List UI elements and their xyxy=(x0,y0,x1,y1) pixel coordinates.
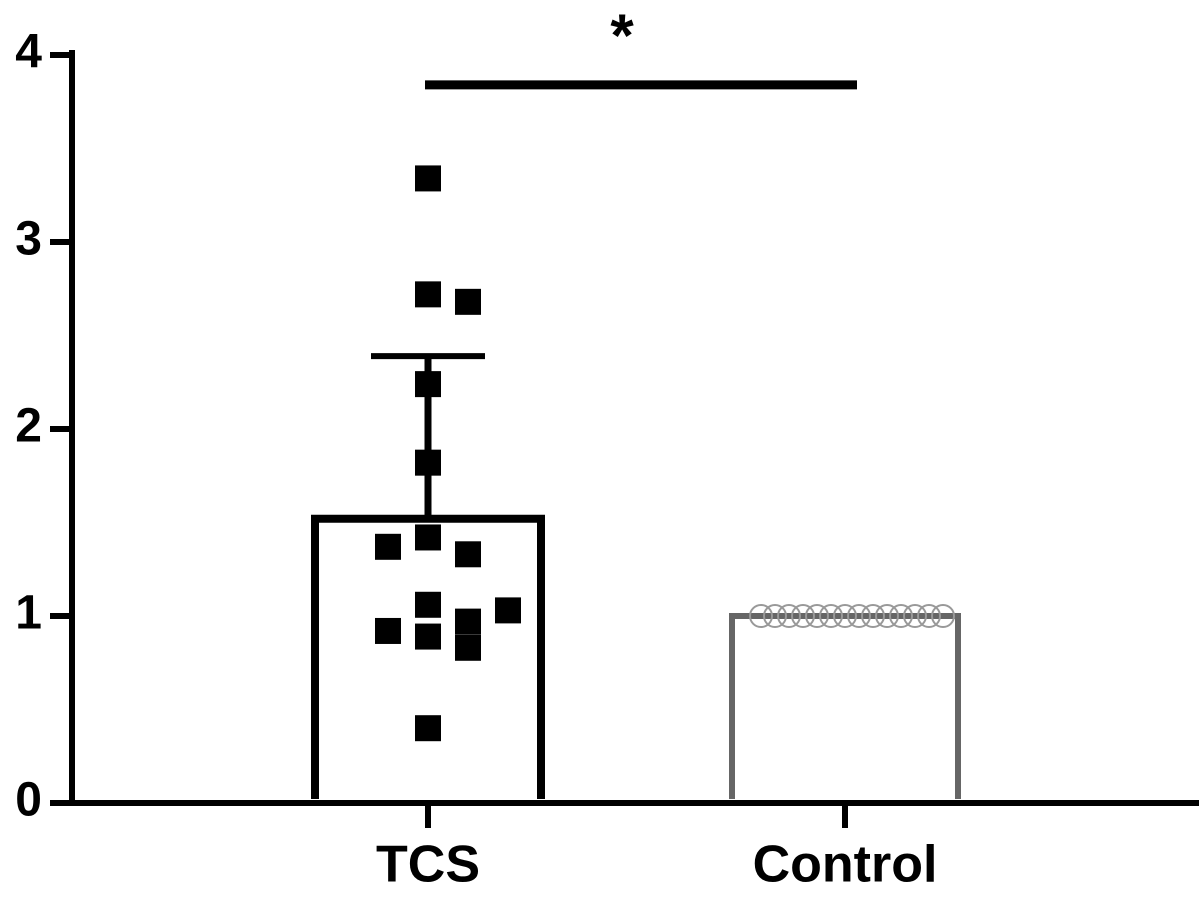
point xyxy=(861,604,885,628)
y-tick-label: 1 xyxy=(15,587,42,640)
y-tick-label: 3 xyxy=(15,213,42,266)
point xyxy=(791,604,815,628)
point xyxy=(749,604,773,628)
point xyxy=(819,604,843,628)
point xyxy=(875,604,899,628)
y-tick-label: 4 xyxy=(15,26,42,79)
x-tick-label: TCS xyxy=(376,836,480,894)
bar xyxy=(311,514,545,799)
point xyxy=(415,715,441,742)
point xyxy=(455,634,481,661)
point xyxy=(415,623,441,650)
point xyxy=(455,288,481,315)
point xyxy=(889,604,913,628)
x-tick-label: Control xyxy=(753,836,938,894)
point xyxy=(415,524,441,551)
point xyxy=(847,604,871,628)
point xyxy=(833,604,857,628)
point xyxy=(455,608,481,635)
point xyxy=(455,541,481,568)
point xyxy=(375,617,401,644)
significance-label: * xyxy=(610,2,634,69)
point xyxy=(415,591,441,618)
point xyxy=(415,281,441,308)
point xyxy=(805,604,829,628)
point xyxy=(931,604,955,628)
y-tick-label: 2 xyxy=(15,400,42,453)
point xyxy=(415,165,441,192)
point xyxy=(375,533,401,560)
y-tick-label: 0 xyxy=(15,774,42,827)
point xyxy=(415,449,441,476)
point xyxy=(763,604,787,628)
point xyxy=(903,604,927,628)
point xyxy=(415,371,441,398)
point xyxy=(495,597,521,624)
bar xyxy=(729,613,961,799)
point xyxy=(777,604,801,628)
point xyxy=(917,604,941,628)
